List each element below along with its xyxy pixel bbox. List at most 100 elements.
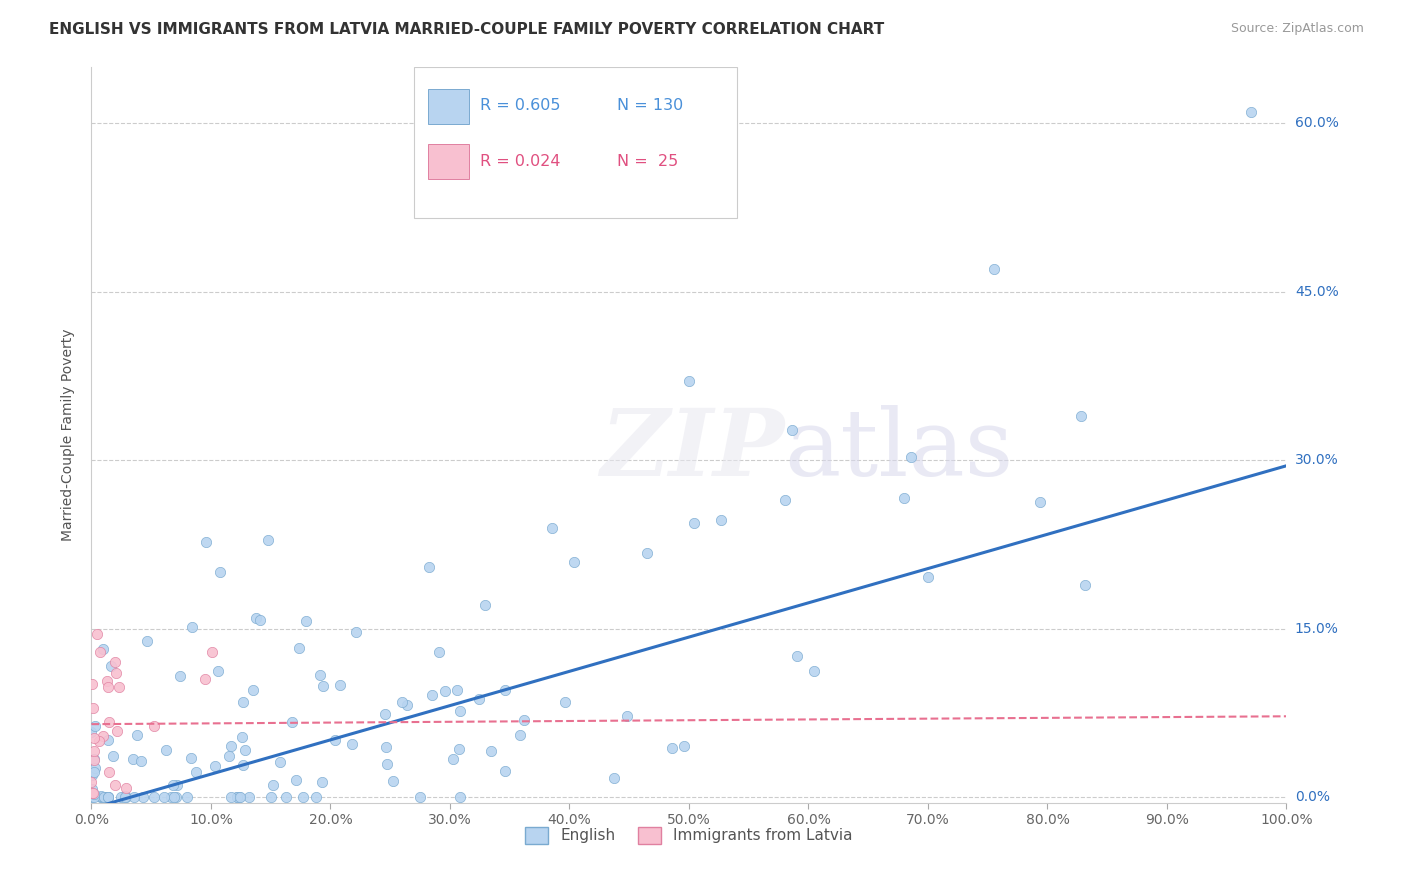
Point bbox=[176, 790, 198, 805]
Point bbox=[93, 790, 115, 805]
Point bbox=[233, 743, 256, 757]
Text: Source: ZipAtlas.com: Source: ZipAtlas.com bbox=[1230, 22, 1364, 36]
Point bbox=[323, 733, 346, 747]
Point bbox=[509, 728, 531, 742]
Point bbox=[163, 790, 186, 805]
Point bbox=[427, 645, 450, 659]
Point bbox=[83, 790, 105, 805]
Point bbox=[114, 789, 136, 803]
FancyBboxPatch shape bbox=[413, 67, 737, 218]
Point bbox=[96, 790, 118, 805]
Point bbox=[1070, 409, 1092, 424]
FancyBboxPatch shape bbox=[429, 89, 470, 124]
Point bbox=[204, 758, 226, 772]
Point bbox=[201, 644, 224, 658]
Text: N =  25: N = 25 bbox=[617, 153, 679, 169]
Point bbox=[97, 790, 120, 805]
Point bbox=[1073, 578, 1095, 592]
Point bbox=[132, 790, 155, 805]
Point bbox=[110, 790, 132, 805]
Point bbox=[917, 570, 939, 584]
Point bbox=[91, 729, 114, 743]
Point bbox=[115, 781, 138, 796]
Point bbox=[107, 680, 129, 694]
Point bbox=[195, 534, 218, 549]
Point bbox=[97, 790, 120, 805]
Point bbox=[344, 624, 367, 639]
Point bbox=[420, 688, 443, 702]
Point bbox=[83, 731, 105, 745]
Point bbox=[97, 680, 120, 694]
Point bbox=[231, 730, 253, 744]
Point bbox=[468, 691, 491, 706]
Point bbox=[374, 739, 396, 754]
Point bbox=[381, 774, 404, 789]
Point bbox=[218, 748, 240, 763]
Point bbox=[143, 719, 166, 733]
Point bbox=[194, 672, 217, 686]
Point bbox=[169, 669, 191, 683]
Text: 60.0%: 60.0% bbox=[1295, 116, 1339, 130]
Point bbox=[82, 786, 104, 800]
Point bbox=[242, 683, 264, 698]
Point bbox=[166, 778, 188, 792]
Point bbox=[104, 665, 127, 680]
Point bbox=[603, 771, 626, 785]
Point bbox=[636, 546, 658, 560]
Point bbox=[115, 790, 138, 805]
Point bbox=[89, 645, 111, 659]
Point bbox=[773, 492, 796, 507]
Point bbox=[207, 665, 229, 679]
Point bbox=[90, 790, 112, 805]
Point bbox=[219, 739, 242, 753]
Text: R = 0.024: R = 0.024 bbox=[479, 153, 561, 169]
Point bbox=[122, 790, 145, 805]
Point bbox=[104, 656, 127, 670]
Point bbox=[311, 775, 333, 789]
Point bbox=[238, 790, 260, 805]
Point bbox=[780, 423, 803, 437]
Point bbox=[391, 695, 413, 709]
Point bbox=[562, 555, 585, 569]
Text: 15.0%: 15.0% bbox=[1295, 622, 1339, 636]
Point bbox=[396, 698, 419, 713]
Point bbox=[127, 728, 149, 742]
Point bbox=[305, 790, 328, 805]
Point bbox=[616, 709, 638, 723]
Point bbox=[281, 714, 304, 729]
Point bbox=[375, 756, 398, 771]
Text: 0.0%: 0.0% bbox=[1295, 790, 1330, 805]
Point bbox=[434, 684, 457, 698]
Point bbox=[209, 566, 232, 580]
Point bbox=[83, 744, 105, 758]
Point bbox=[91, 790, 114, 805]
Point bbox=[786, 648, 808, 663]
Point bbox=[983, 262, 1005, 277]
Point bbox=[83, 752, 105, 766]
Point bbox=[682, 516, 704, 531]
Point bbox=[479, 744, 502, 758]
Point bbox=[165, 790, 187, 805]
Point bbox=[97, 790, 120, 805]
Point bbox=[114, 790, 136, 805]
Point bbox=[311, 680, 333, 694]
Point bbox=[80, 774, 103, 789]
Point bbox=[262, 778, 284, 792]
Text: atlas: atlas bbox=[785, 405, 1014, 494]
Point bbox=[474, 598, 496, 612]
Point bbox=[122, 752, 145, 766]
Point bbox=[418, 560, 440, 574]
Point bbox=[219, 790, 242, 805]
Point bbox=[180, 619, 202, 633]
Point bbox=[82, 701, 104, 715]
Point bbox=[1029, 495, 1052, 509]
Point bbox=[153, 790, 176, 805]
Point bbox=[287, 641, 309, 656]
Point bbox=[249, 613, 271, 627]
Point bbox=[554, 695, 576, 709]
Point bbox=[84, 719, 107, 733]
Point bbox=[104, 778, 127, 792]
Point bbox=[98, 764, 121, 779]
Point bbox=[295, 615, 318, 629]
Point bbox=[80, 725, 103, 739]
